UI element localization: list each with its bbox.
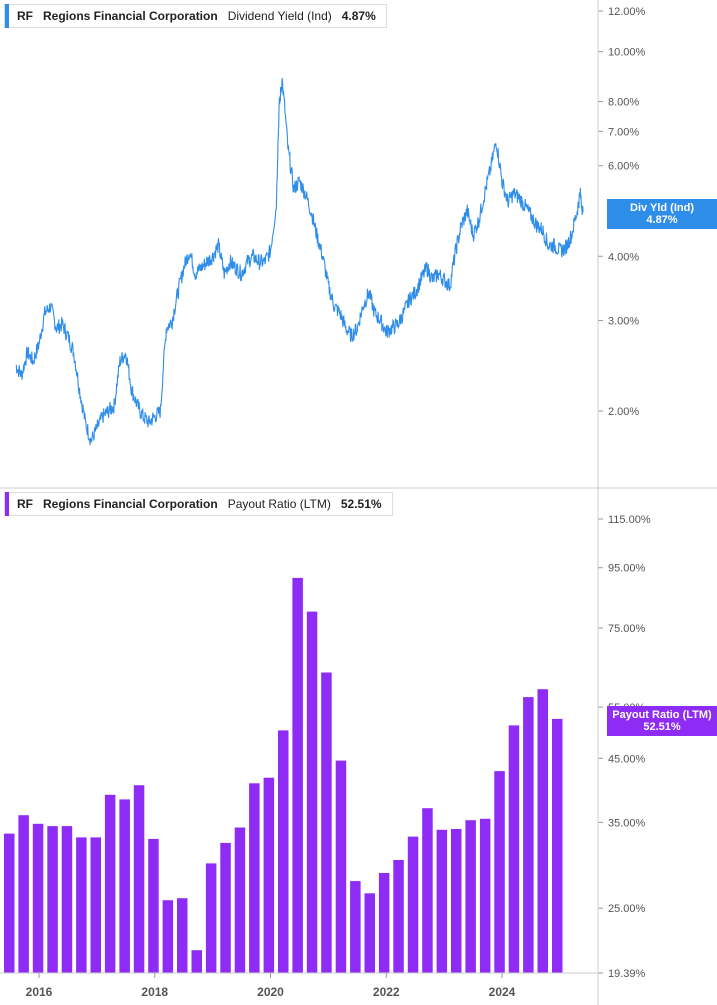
top-legend: RF Regions Financial Corporation Dividen… [4,4,387,28]
top-y-tick-label: 4.00% [608,251,639,263]
x-tick-label: 2022 [373,985,400,999]
bottom-legend-value: 52.51% [340,497,382,511]
bottom-legend-swatch [5,492,9,516]
payout-ratio-bar [537,689,548,973]
top-y-tick-label: 12.00% [608,6,646,18]
payout-ratio-bar [523,697,534,973]
top-y-tick-label: 8.00% [608,97,639,109]
top-legend-value: 4.87% [341,9,376,23]
payout-ratio-bar [263,777,275,973]
payout-ratio-bar [76,837,87,973]
payout-ratio-bar [133,785,145,973]
payout-ratio-bar [350,881,361,973]
payout-ratio-bar [177,898,188,973]
dividend-yield-value-tag: Div Yld (Ind) 4.87% [607,199,717,229]
payout-ratio-bar [191,950,202,973]
payout-ratio-bar [4,833,15,973]
payout-ratio-bar [104,794,116,973]
payout-ratio-panel: 115.00%95.00%75.00%55.00%45.00%35.00%25.… [0,514,651,999]
payout-ratio-bar [90,837,101,973]
payout-ratio-bar [407,836,419,973]
bottom-y-tick-label: 19.39% [608,968,646,980]
payout-ratio-bar [393,860,404,973]
payout-ratio-bar [61,826,73,973]
payout-ratio-bar [205,863,217,973]
dividend-yield-tag-value: 4.87% [646,214,678,226]
bottom-y-tick-label: 95.00% [608,563,646,575]
payout-ratio-bar [306,611,318,973]
top-y-tick-label: 3.00% [608,315,639,327]
x-axis: 2016 2018 2020 2022 2024 [26,973,516,999]
payout-ratio-bar [18,815,29,973]
top-y-tick-label: 2.00% [608,406,639,418]
bottom-y-tick-label: 25.00% [608,903,646,915]
payout-ratio-bar [364,893,375,973]
bottom-legend-ticker: RF [17,497,33,511]
top-y-tick-label: 7.00% [608,126,639,138]
payout-ratio-bar [451,829,462,973]
payout-ratio-bar [422,808,433,973]
payout-ratio-bar [162,900,174,973]
dividend-yield-line [15,78,584,446]
top-y-tick-label: 6.00% [608,161,639,173]
payout-ratio-value-tag: Payout Ratio (LTM) 52.51% [607,706,717,736]
x-tick-label: 2016 [26,985,53,999]
payout-ratio-bar [321,672,332,973]
bottom-y-tick-label: 45.00% [608,753,646,765]
payout-ratio-bars [0,577,598,974]
payout-ratio-tag-label: Payout Ratio (LTM) [612,709,712,721]
payout-ratio-bar [494,771,505,973]
payout-ratio-bar [278,730,289,973]
top-y-axis: 12.00% 10.00% 8.00% 7.00% 6.00% 4.00% 3.00% 2.0… [598,6,646,418]
payout-ratio-bar [292,577,303,973]
x-tick-label: 2020 [257,985,284,999]
payout-ratio-bar [335,760,347,973]
bottom-legend-metric: Payout Ratio (LTM) [227,497,331,511]
payout-ratio-bar [47,826,58,973]
dividend-yield-panel: 12.00% 10.00% 8.00% 7.00% 6.00% 4.00% 3.00% 2.0… [15,6,646,446]
bottom-legend-company: Regions Financial Corporation [43,497,218,511]
payout-ratio-bar [119,799,130,973]
payout-ratio-bar [465,820,476,973]
payout-ratio-bar [479,818,491,973]
payout-ratio-bar [249,783,260,973]
top-legend-company: Regions Financial Corporation [43,9,218,23]
dividend-yield-tag-label: Div Yld (Ind) [630,202,694,214]
payout-ratio-tag-value: 52.51% [643,721,681,733]
top-y-tick-label: 10.00% [608,47,646,59]
payout-ratio-bar [32,823,44,973]
bottom-y-tick-label: 115.00% [608,514,651,526]
x-tick-label: 2018 [141,985,168,999]
bottom-legend: RF Regions Financial Corporation Payout … [4,492,393,516]
top-legend-ticker: RF [17,9,33,23]
payout-ratio-bar [148,838,159,973]
payout-ratio-bar [220,842,231,973]
top-legend-metric: Dividend Yield (Ind) [227,9,332,23]
payout-ratio-bar [378,873,390,973]
bottom-y-axis: 115.00%95.00%75.00%55.00%45.00%35.00%25.… [598,514,651,980]
top-legend-swatch [5,4,9,28]
payout-ratio-bar [508,725,520,973]
bottom-y-tick-label: 35.00% [608,817,646,829]
payout-ratio-bar [552,718,563,973]
bottom-y-tick-label: 75.00% [608,623,646,635]
payout-ratio-bar [234,827,246,973]
payout-ratio-bar [436,829,448,973]
x-tick-label: 2024 [489,985,516,999]
